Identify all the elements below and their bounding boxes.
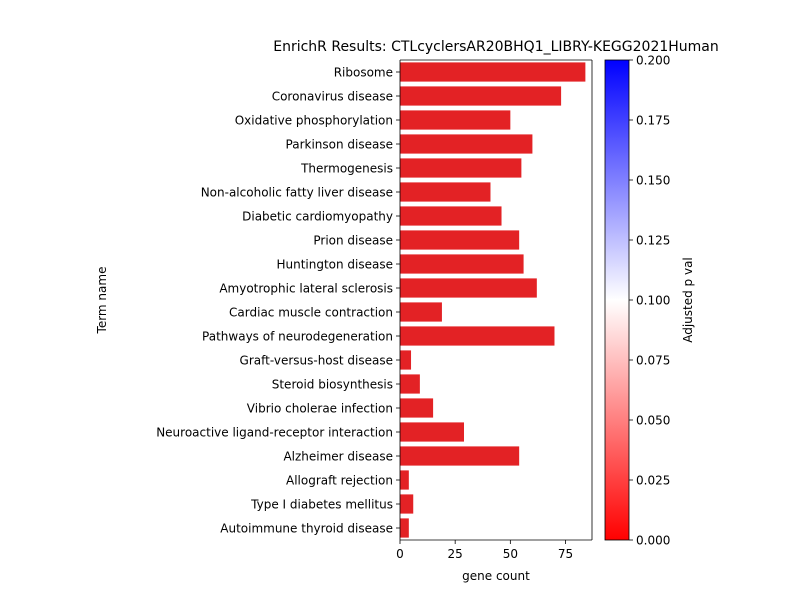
axes-layer: Ribosome Coronavirus disease Oxidative pho… [156, 59, 593, 561]
colorbar-ticks: 0.000 0.025 0.050 0.075 0.100 0.125 0.150 0.175… [629, 54, 670, 548]
colorbar-tick-label: 0.100 [636, 294, 670, 308]
bar-8 [400, 254, 524, 274]
y-tick-label: Alzheimer disease [283, 450, 393, 464]
y-tick-label: Huntington disease [276, 258, 393, 272]
y-tick-label: Non-alcoholic fatty liver disease [201, 186, 393, 200]
y-tick-label: Pathways of neurodegeneration [202, 330, 393, 344]
colorbar-label: Adjusted p val [681, 257, 695, 343]
bars-layer [400, 62, 586, 538]
y-tick-label: Neuroactive ligand-receptor interaction [156, 426, 393, 440]
colorbar-tick-label: 0.025 [636, 474, 670, 488]
y-tick-label: Cardiac muscle contraction [229, 306, 393, 320]
colorbar-tick-label: 0.125 [636, 234, 670, 248]
chart-title: EnrichR Results: CTLcyclersAR20BHQ1_LIBR… [273, 39, 719, 55]
x-tick-label: 25 [448, 547, 463, 561]
bar-19 [400, 518, 409, 538]
colorbar-tick-label: 0.150 [636, 174, 670, 188]
bar-17 [400, 470, 409, 490]
bar-11 [400, 326, 555, 346]
colorbar-tick-label: 0.200 [636, 54, 670, 68]
x-tick-label: 50 [503, 547, 518, 561]
bar-1 [400, 86, 562, 106]
bar-4 [400, 158, 522, 178]
x-tick-label: 0 [396, 547, 404, 561]
y-tick-label: Prion disease [313, 234, 393, 248]
bar-2 [400, 110, 511, 130]
bar-16 [400, 446, 520, 466]
bar-5 [400, 182, 491, 202]
colorbar-tick-label: 0.000 [636, 534, 670, 548]
colorbar-tick-label: 0.050 [636, 414, 670, 428]
y-tick-label: Oxidative phosphorylation [235, 114, 393, 128]
y-tick-label: Ribosome [334, 66, 393, 80]
y-tick-label: Amyotrophic lateral sclerosis [219, 282, 393, 296]
y-tick-label: Type I diabetes mellitus [250, 498, 393, 512]
bar-9 [400, 278, 537, 298]
bar-6 [400, 206, 502, 226]
colorbar-tick-label: 0.175 [636, 114, 670, 128]
bar-0 [400, 62, 586, 82]
y-tick-label: Vibrio cholerae infection [247, 402, 393, 416]
y-tick-label: Graft-versus-host disease [240, 354, 393, 368]
bar-12 [400, 350, 412, 370]
colorbar-tick-label: 0.075 [636, 354, 670, 368]
bar-13 [400, 374, 420, 394]
y-tick-label: Autoimmune thyroid disease [220, 522, 393, 536]
colorbar [604, 59, 630, 541]
y-tick-label: Allograft rejection [286, 474, 393, 488]
y-tick-label: Parkinson disease [286, 138, 393, 152]
y-tick-label: Coronavirus disease [272, 90, 393, 104]
x-axis-label: gene count [462, 569, 530, 583]
bar-18 [400, 494, 414, 514]
bar-14 [400, 398, 434, 418]
y-tick-label: Diabetic cardiomyopathy [242, 210, 393, 224]
bar-3 [400, 134, 533, 154]
bar-15 [400, 422, 464, 442]
y-axis-label: Term name [95, 267, 109, 335]
bar-10 [400, 302, 442, 322]
y-tick-label: Thermogenesis [300, 162, 393, 176]
y-tick-label: Steroid biosynthesis [272, 378, 393, 392]
x-tick-label: 75 [558, 547, 573, 561]
bar-7 [400, 230, 520, 250]
